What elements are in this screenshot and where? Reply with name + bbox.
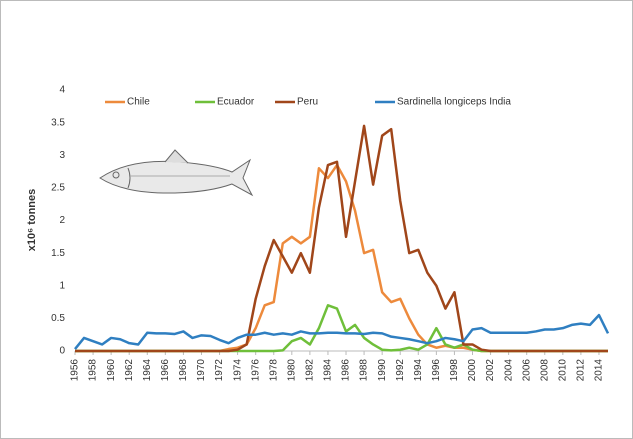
y-tick-label: 0.5	[51, 313, 65, 324]
x-tick-label: 1968	[178, 359, 189, 382]
x-tick-label: 1962	[124, 359, 135, 382]
legend-label: Peru	[297, 97, 318, 108]
x-tick-label: 1960	[106, 359, 117, 382]
y-axis-label: x10⁶ tonnes	[26, 189, 38, 252]
y-tick-label: 4	[59, 85, 65, 96]
x-tick-label: 2000	[467, 359, 478, 382]
fish-illustration	[99, 149, 254, 197]
y-tick-label: 2	[59, 215, 65, 226]
legend-label: Chile	[127, 97, 150, 108]
y-tick-label: 1	[59, 280, 65, 291]
x-tick-label: 2002	[485, 359, 496, 382]
y-tick-label: 3.5	[51, 117, 65, 128]
x-tick-label: 1998	[449, 359, 460, 382]
x-tick-label: 1958	[88, 359, 99, 382]
x-tick-label: 1964	[142, 359, 153, 382]
x-tick-label: 1956	[70, 359, 81, 382]
y-tick-label: 3	[59, 150, 65, 161]
x-tick-label: 1976	[250, 359, 261, 382]
x-tick-label: 1984	[323, 359, 334, 382]
x-tick-label: 2006	[521, 359, 532, 382]
x-tick-label: 1990	[377, 359, 388, 382]
x-tick-label: 1974	[232, 359, 243, 382]
series-line	[75, 124, 608, 353]
x-tick-label: 1966	[160, 359, 171, 382]
x-tick-label: 2014	[594, 359, 605, 382]
x-tick-label: 1978	[268, 359, 279, 382]
y-tick-label: 1.5	[51, 248, 65, 259]
x-tick-label: 2004	[503, 359, 514, 382]
legend-label: Sardinella longiceps India	[397, 97, 511, 108]
x-tick-label: 1994	[413, 359, 424, 382]
x-tick-label: 1996	[431, 359, 442, 382]
y-tick-label: 2.5	[51, 183, 65, 194]
x-tick-label: 1970	[196, 359, 207, 382]
x-tick-label: 2008	[539, 359, 550, 382]
x-tick-label: 1988	[359, 359, 370, 382]
legend-label: Ecuador	[217, 97, 255, 108]
x-tick-label: 1972	[214, 359, 225, 382]
x-tick-label: 2012	[576, 359, 587, 382]
x-tick-label: 2010	[557, 359, 568, 382]
x-tick-label: 1992	[395, 359, 406, 382]
y-tick-label: 0	[59, 346, 65, 357]
x-tick-label: 1982	[305, 359, 316, 382]
x-tick-label: 1980	[286, 359, 297, 382]
x-tick-label: 1986	[341, 359, 352, 382]
series-line	[74, 313, 610, 350]
